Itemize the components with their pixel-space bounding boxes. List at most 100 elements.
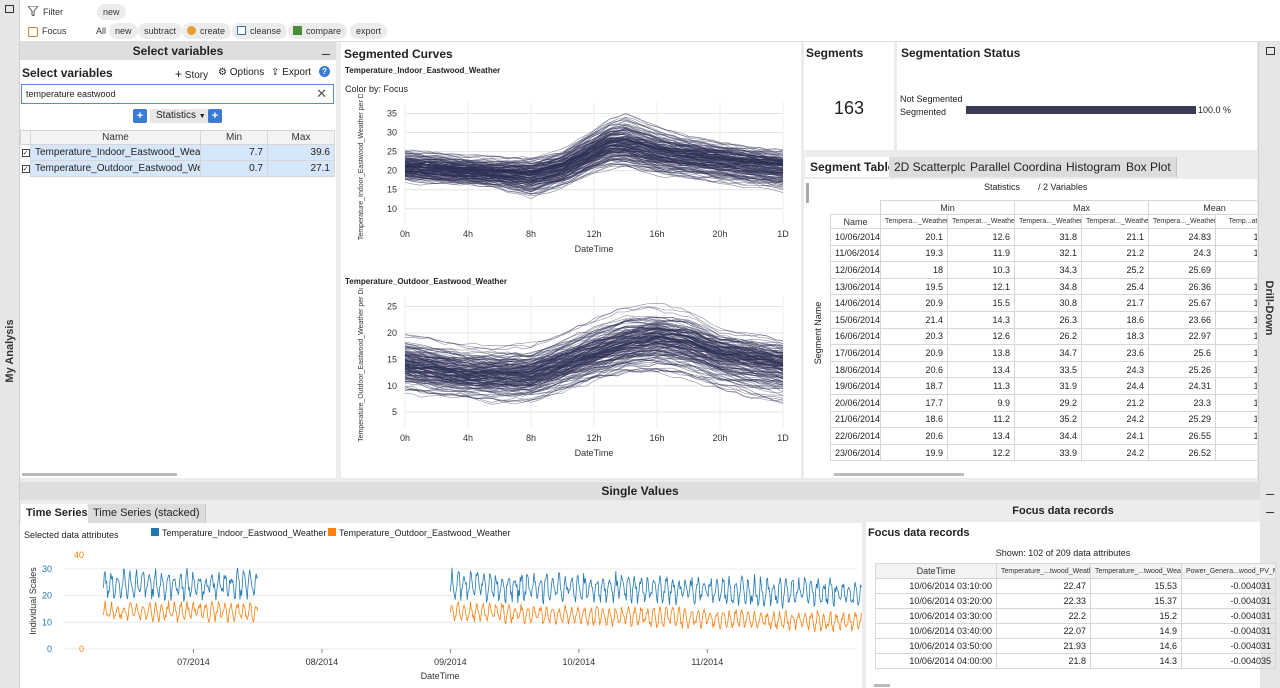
table-row[interactable]: 10/06/2014 03:30:00 22.2 15.2 -0.004031: [875, 608, 1276, 624]
focus-scrollbar[interactable]: [874, 684, 890, 687]
single-values-header: Single Values: [20, 482, 1260, 500]
legend-indoor[interactable]: Temperature_Indoor_Eastwood_Weather: [151, 528, 326, 538]
tab-time-series[interactable]: Time Series: [21, 504, 94, 523]
column-header[interactable]: Temp...ather: [1215, 214, 1257, 229]
variable-search-input[interactable]: temperature eastwood ✕: [21, 84, 334, 104]
options-button[interactable]: ⚙ Options: [218, 67, 265, 78]
datetime-header[interactable]: DateTime: [875, 563, 997, 579]
select-variables-title: Select variables: [22, 66, 113, 80]
table-row[interactable]: 10/06/2014 03:10:00 22.47 15.53 -0.004031: [875, 578, 1276, 594]
column-header[interactable]: Temperature_...twood_Weather: [1090, 563, 1182, 579]
legend-outdoor[interactable]: Temperature_Outdoor_Eastwood_Weather: [328, 528, 510, 538]
column-header[interactable]: Temperature_...twood_Weather: [996, 563, 1091, 579]
subtract-button[interactable]: subtract: [138, 23, 183, 39]
tab-parallel-coordinates[interactable]: Parallel Coordina...: [965, 157, 1079, 177]
column-header[interactable]: Temperat..._Weather: [946, 214, 1016, 229]
segment-name-cell: 17/06/2014: [830, 344, 881, 362]
create-icon: [187, 26, 196, 35]
segment-value-cell: 25.67: [1148, 294, 1217, 312]
column-header[interactable]: Power_Genera...wood_PV_Model: [1181, 563, 1276, 579]
time-series-chart[interactable]: 30 20 10 0 40 0 07/2014 08/2014 09/2014 10/2014 11…: [20, 543, 862, 688]
column-header[interactable]: Tempera..._Weather: [880, 214, 948, 229]
minimize-icon[interactable]: [322, 54, 330, 55]
tab-time-series-stacked[interactable]: Time Series (stacked): [88, 504, 206, 523]
record-datetime-cell: 10/06/2014 03:40:00: [875, 623, 997, 639]
clear-search-icon[interactable]: ✕: [316, 86, 327, 101]
segmented-chart-indoor[interactable]: 10 15 20 25 30 35 0h 4h 8h 12h 16h 20h 1D DateTime Tem…: [341, 94, 801, 269]
drill-down-label[interactable]: Drill-Down: [1263, 280, 1275, 336]
table-row[interactable]: ✓ Temperature_Outdoor_Eastwood_Weather 0…: [20, 160, 335, 177]
horizontal-scrollbar[interactable]: [22, 473, 177, 476]
name-header[interactable]: Name: [30, 130, 201, 145]
segment-value-cell: 12.6: [946, 327, 1016, 346]
tab-segment-table[interactable]: Segment Table: [805, 157, 901, 177]
new-filter-button[interactable]: new: [97, 4, 126, 20]
tab-histogram[interactable]: Histogram: [1061, 157, 1127, 177]
segment-table-scrollbar[interactable]: [834, 473, 964, 476]
record-value-cell: -0.004031: [1181, 593, 1276, 609]
add-statistic-left-icon[interactable]: +: [133, 109, 147, 123]
table-row[interactable]: 10/06/2014 03:20:00 22.33 15.37 -0.004031: [875, 593, 1276, 609]
y-tick-label: 0: [47, 644, 52, 654]
segmented-chart-outdoor[interactable]: 5 10 15 20 25 0h 4h 8h 12h 16h 20h 1D DateTime Temper…: [341, 288, 801, 473]
tab-2d-scatterplot[interactable]: 2D Scatterplot: [889, 157, 977, 177]
story-button[interactable]: + Story: [175, 67, 209, 81]
column-header[interactable]: Tempera..._Weather: [1014, 214, 1083, 229]
export-button[interactable]: ⇪ Export: [271, 67, 312, 78]
column-header[interactable]: Temperat..._Weather: [1081, 214, 1150, 229]
row-checkbox[interactable]: ✓: [20, 144, 31, 161]
minimize-icon[interactable]: [1266, 512, 1274, 513]
min-header[interactable]: Min: [200, 130, 268, 145]
my-analysis-strip[interactable]: My Analysis: [0, 0, 20, 688]
name-column-header[interactable]: Name: [830, 214, 881, 229]
indoor-series-line: [103, 567, 259, 602]
maximize-icon[interactable]: [5, 5, 14, 13]
tab-box-plot[interactable]: Box Plot: [1121, 157, 1177, 177]
statistics-dropdown[interactable]: Statistics ▼: [150, 109, 212, 123]
table-row[interactable]: ✓ Temperature_Indoor_Eastwood_Weather 7.…: [20, 144, 335, 161]
export-selection-button[interactable]: export: [350, 23, 388, 39]
new-focus-button[interactable]: new: [109, 23, 138, 39]
segment-value-cell: 25.26: [1148, 360, 1217, 379]
segment-curve: [404, 328, 784, 369]
maximize-icon[interactable]: [1266, 47, 1275, 55]
table-row[interactable]: 10/06/2014 03:40:00 22.07 14.9 -0.004031: [875, 623, 1276, 639]
column-header[interactable]: Tempera..._Weather: [1148, 214, 1217, 229]
row-checkbox[interactable]: ✓: [20, 160, 31, 177]
segment-curve: [404, 323, 784, 367]
drill-down-strip[interactable]: Drill-Down: [1258, 42, 1280, 482]
table-row[interactable]: 10/06/2014 03:50:00 21.93 14.6 -0.004031: [875, 638, 1276, 654]
segment-curve: [404, 163, 784, 195]
table-row[interactable]: 10/06/2014 04:00:00 21.8 14.3 -0.004035: [875, 653, 1276, 669]
my-analysis-label[interactable]: My Analysis: [4, 319, 16, 383]
max-header[interactable]: Max: [267, 130, 335, 145]
help-icon[interactable]: ?: [319, 66, 330, 77]
minimize-icon[interactable]: [1266, 494, 1274, 495]
add-statistic-right-icon[interactable]: +: [208, 109, 222, 123]
compare-button[interactable]: compare: [288, 23, 348, 39]
create-button[interactable]: create: [182, 23, 232, 39]
segment-value-cell: 20.9: [880, 294, 948, 312]
y-tick-label: 25: [387, 147, 397, 157]
y-tick-label: 20: [42, 591, 52, 601]
cleanse-button[interactable]: cleanse: [232, 23, 288, 39]
segments-panel: Segments 163: [804, 42, 894, 150]
compare-icon: [293, 26, 302, 35]
segment-table-scroll[interactable]: Min Max Mean Name Tempera..._Weather Tem…: [830, 200, 1257, 474]
vertical-scrollbar[interactable]: [806, 183, 809, 203]
table-header-row: Name Min Max: [20, 130, 335, 145]
